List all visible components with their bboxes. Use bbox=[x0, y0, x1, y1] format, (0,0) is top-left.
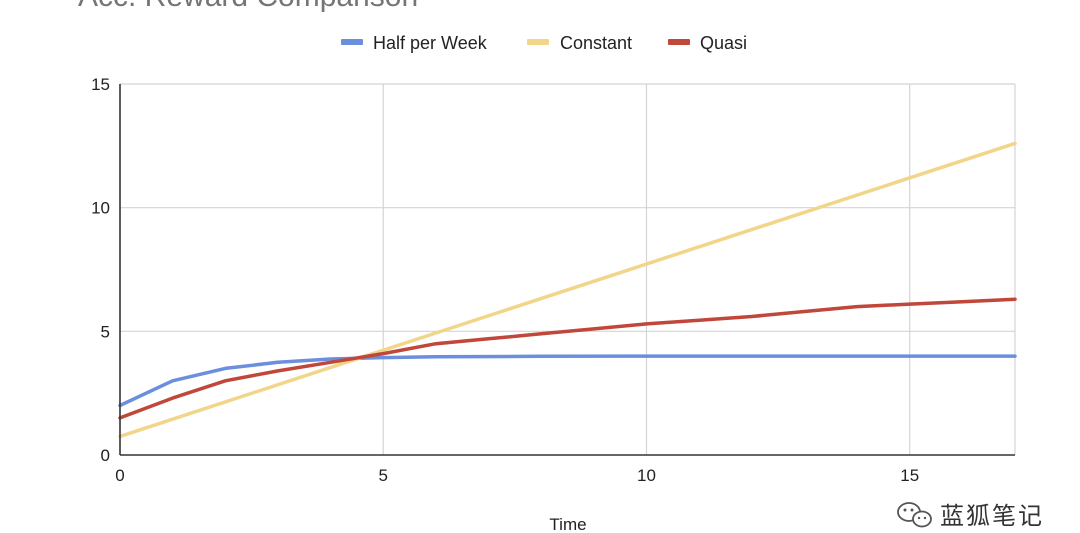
x-tick-label-15: 15 bbox=[900, 466, 919, 485]
x-tick-label-10: 10 bbox=[637, 466, 656, 485]
x-axis-label: Time bbox=[549, 515, 586, 533]
series-line-half-per-week bbox=[118, 354, 1017, 408]
chart-title: Acc. Reward Comparison bbox=[78, 0, 418, 13]
watermark-text: 蓝狐笔记 bbox=[940, 503, 1044, 530]
x-tick-label-5: 5 bbox=[379, 466, 388, 485]
y-tick-label-15: 15 bbox=[91, 75, 110, 94]
legend-label-constant: Constant bbox=[560, 33, 632, 53]
legend-swatch-quasi bbox=[668, 39, 690, 45]
legend-swatch-half-per-week bbox=[341, 39, 363, 45]
y-tick-label-5: 5 bbox=[101, 322, 110, 341]
series-layer bbox=[118, 141, 1017, 439]
y-tick-label-10: 10 bbox=[91, 199, 110, 218]
series-line-constant bbox=[118, 141, 1017, 439]
chart-legend: Half per Week Constant Quasi bbox=[341, 33, 747, 53]
watermark: 蓝狐笔记 bbox=[897, 502, 1044, 530]
wechat-icon bbox=[897, 502, 932, 528]
legend-label-quasi: Quasi bbox=[700, 33, 747, 53]
legend-swatch-constant bbox=[527, 39, 549, 45]
legend-label-half-per-week: Half per Week bbox=[373, 33, 488, 53]
y-tick-label-0: 0 bbox=[101, 446, 110, 465]
series-line-quasi bbox=[118, 297, 1017, 420]
axes bbox=[119, 84, 1015, 456]
x-tick-label-0: 0 bbox=[115, 466, 124, 485]
gridlines bbox=[120, 83, 1016, 455]
tick-labels: 0 5 10 15 0 5 10 15 bbox=[91, 75, 919, 485]
